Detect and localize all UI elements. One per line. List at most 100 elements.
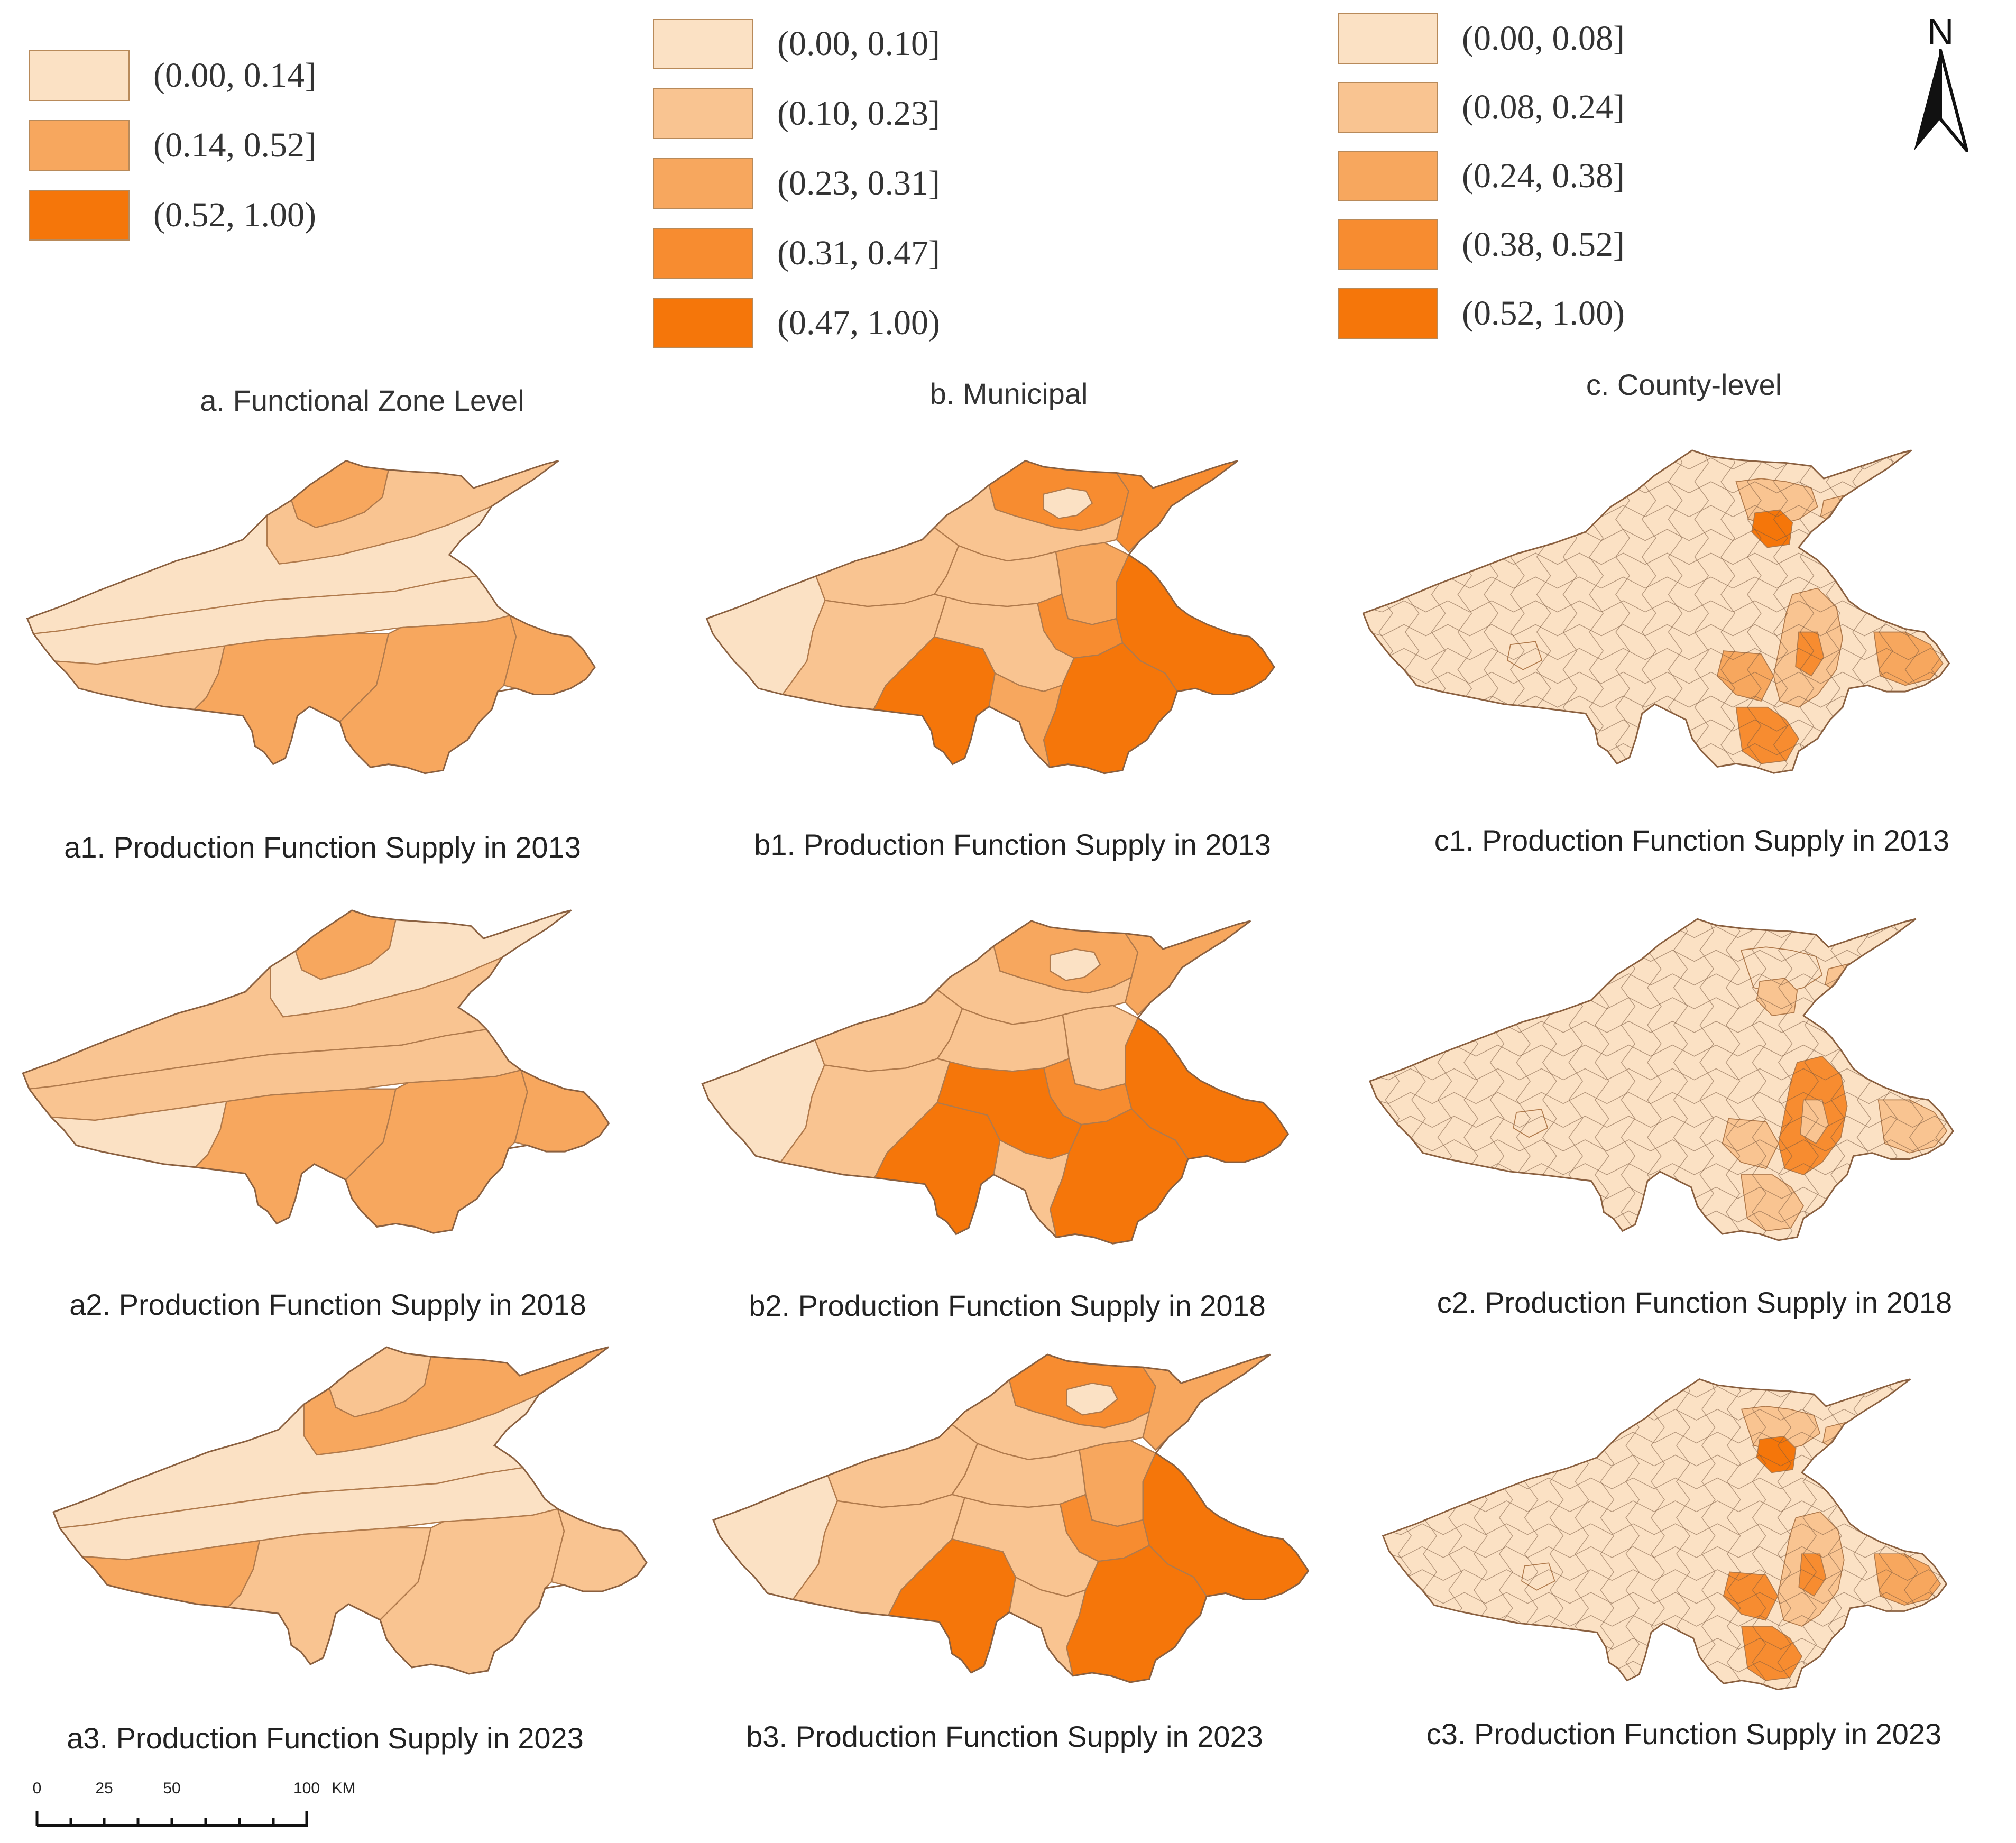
- municipal-region: [1066, 1382, 1119, 1416]
- scale-tick-label: 0: [32, 1780, 42, 1797]
- map-caption-a3: a3. Production Function Supply in 2023: [67, 1721, 584, 1755]
- legend-item: (0.38, 0.52]: [1338, 219, 1718, 278]
- legend-item: (0.00, 0.14]: [29, 50, 410, 108]
- county-boundary: [1929, 1379, 1944, 1690]
- county-boundary: [1878, 450, 1893, 773]
- county-boundary: [1699, 919, 1714, 1240]
- county-boundary: [1363, 671, 1949, 684]
- county-boundary: [1363, 624, 1949, 637]
- county-boundary: [1369, 1210, 1954, 1223]
- county-boundary: [1720, 450, 1736, 773]
- county-boundary: [1701, 1379, 1716, 1690]
- map-c3: [1382, 1378, 1948, 1691]
- province-outline: [26, 459, 596, 775]
- column-title-county: c. County-level: [1586, 368, 1782, 401]
- legend-swatch: [29, 190, 130, 241]
- legend-item: (0.52, 1.00): [1338, 288, 1718, 346]
- scale-tick-label: 50: [163, 1780, 181, 1797]
- legend-swatch: [1338, 151, 1438, 201]
- map-regions: [1363, 450, 1949, 773]
- legend-swatch: [1338, 82, 1438, 133]
- legend-label: (0.00, 0.10]: [777, 24, 940, 63]
- province-outline: [712, 1353, 1310, 1683]
- county-boundary: [1773, 450, 1788, 773]
- county-region: [1383, 1379, 1947, 1690]
- map-regions: [1369, 919, 1954, 1240]
- legend-swatch: [1338, 219, 1438, 270]
- north-label: N: [1927, 11, 1954, 52]
- county-boundary: [1879, 1379, 1893, 1690]
- legend-swatch: [29, 50, 130, 101]
- county-region: [1369, 919, 1954, 1240]
- legend-swatch: [1338, 13, 1438, 64]
- county-boundary: [1931, 450, 1946, 773]
- province-outline: [1368, 918, 1955, 1241]
- county-boundary: [1694, 450, 1709, 773]
- legend-swatch: [653, 298, 753, 348]
- legend-label: (0.14, 0.52]: [153, 126, 316, 164]
- legend-label: (0.10, 0.23]: [777, 94, 940, 133]
- legend-label: (0.24, 0.38]: [1462, 156, 1625, 195]
- map-caption-a2: a2. Production Function Supply in 2018: [69, 1288, 586, 1321]
- county-boundary: [1363, 743, 1949, 755]
- county-boundary: [1363, 719, 1949, 732]
- map-caption-b2: b2. Production Function Supply in 2018: [749, 1289, 1266, 1322]
- county-boundary: [1383, 1569, 1947, 1581]
- map-a2: [22, 909, 610, 1234]
- legend-label: (0.38, 0.52]: [1462, 225, 1625, 264]
- county-boundary: [1802, 1379, 1817, 1690]
- county-region: [1716, 650, 1774, 702]
- legend-item: (0.14, 0.52]: [29, 120, 410, 178]
- county-region: [1723, 1571, 1779, 1621]
- map-b2: [701, 920, 1290, 1245]
- scale-bar: 0 25 50 100 KM: [32, 1779, 402, 1842]
- map-c1: [1362, 449, 1950, 774]
- county-boundary: [1777, 1379, 1792, 1690]
- map-b1: [705, 459, 1275, 775]
- legend-item: (0.00, 0.08]: [1338, 13, 1718, 71]
- province-outline: [701, 920, 1290, 1245]
- county-boundary: [1725, 919, 1741, 1240]
- province-outline: [22, 909, 610, 1234]
- province-outline: [52, 1346, 648, 1675]
- county-boundary: [1909, 919, 1924, 1240]
- map-regions: [23, 910, 609, 1233]
- county-boundary: [1369, 1092, 1954, 1104]
- county-boundary: [1904, 450, 1920, 773]
- legend-label: (0.52, 1.00): [153, 196, 316, 234]
- legend-item: (0.00, 0.10]: [653, 19, 1034, 77]
- map-caption-c1: c1. Production Function Supply in 2013: [1434, 824, 1950, 857]
- map-caption-b1: b1. Production Function Supply in 2013: [754, 828, 1271, 861]
- map-regions: [702, 920, 1288, 1244]
- map-regions: [53, 1347, 647, 1674]
- legend-label: (0.00, 0.08]: [1462, 19, 1625, 58]
- county-boundary: [1369, 1116, 1954, 1128]
- legend-swatch: [29, 120, 130, 171]
- legend-swatch: [653, 158, 753, 209]
- legend-label: (0.23, 0.31]: [777, 164, 940, 202]
- legend-label: (0.52, 1.00): [1462, 294, 1625, 333]
- legend-functional-zone: (0.00, 0.14] (0.14, 0.52] (0.52, 1.00): [29, 50, 410, 251]
- column-title-functional-zone: a. Functional Zone Level: [200, 384, 524, 417]
- county-boundary: [1903, 1379, 1918, 1690]
- legend-item: (0.24, 0.38]: [1338, 151, 1718, 209]
- county-boundary: [1363, 648, 1949, 660]
- map-caption-c3: c3. Production Function Supply in 2023: [1426, 1717, 1942, 1750]
- north-arrow-icon: [1914, 49, 1968, 152]
- county-boundary: [1363, 767, 1949, 773]
- map-regions: [27, 460, 595, 773]
- legend-swatch: [653, 88, 753, 139]
- map-caption-a1: a1. Production Function Supply in 2013: [64, 831, 581, 864]
- scale-unit: KM: [332, 1780, 356, 1797]
- county-boundary: [1752, 919, 1767, 1240]
- county-region: [1722, 1118, 1779, 1169]
- legend-swatch: [653, 228, 753, 279]
- map-a1: [26, 459, 596, 775]
- map-a3: [52, 1346, 648, 1675]
- county-boundary: [1778, 919, 1793, 1240]
- county-boundary: [1752, 1379, 1766, 1690]
- legend-label: (0.47, 1.00): [777, 303, 940, 342]
- county-boundary: [1883, 919, 1898, 1240]
- province-outline: [1362, 449, 1950, 774]
